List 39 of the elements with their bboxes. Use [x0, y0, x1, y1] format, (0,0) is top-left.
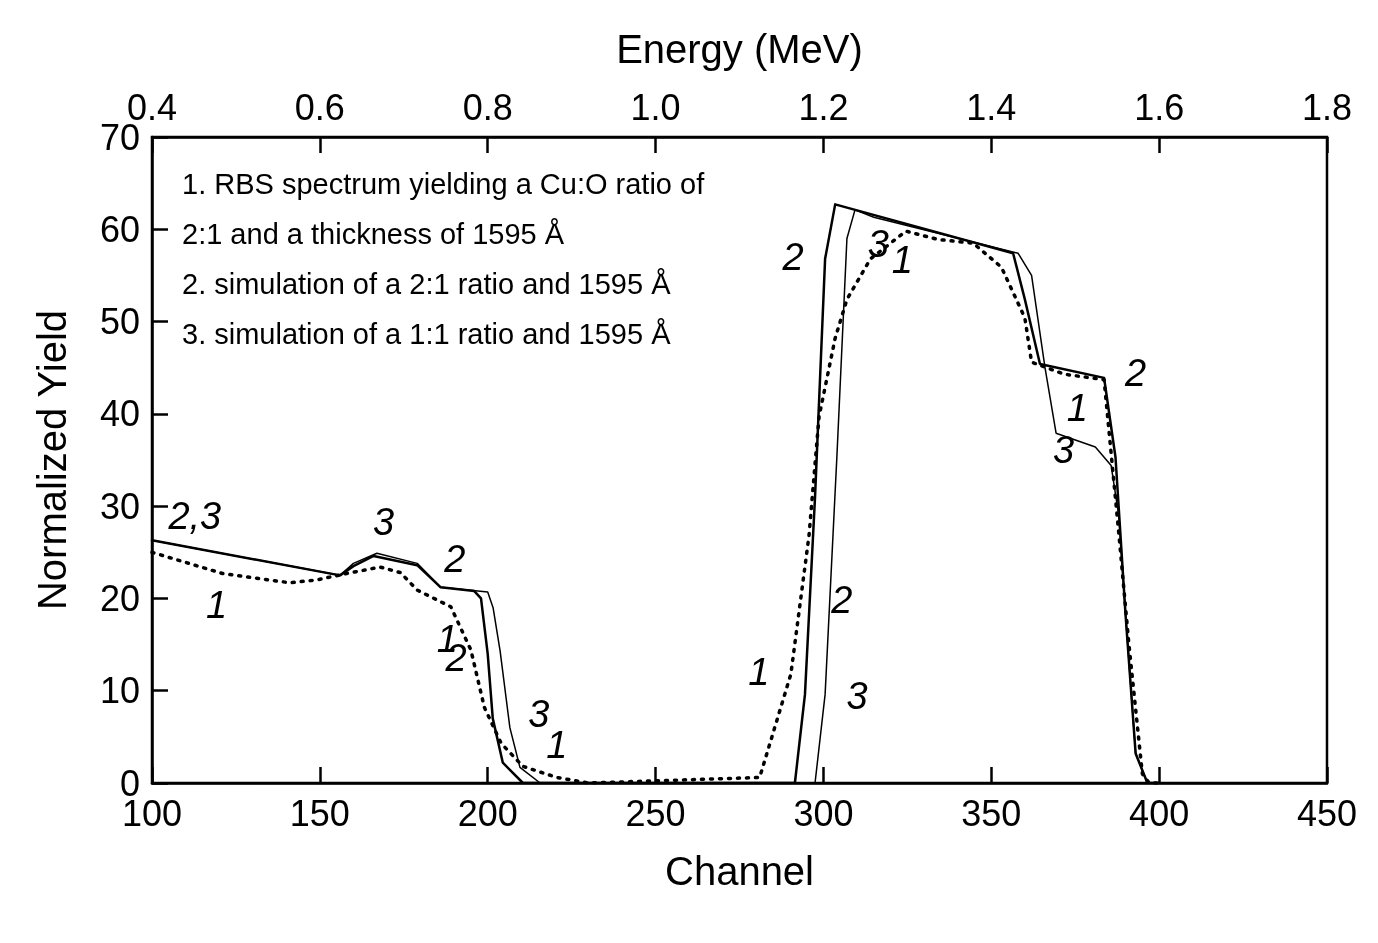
annotation: 2. simulation of a 2:1 ratio and 1595 Å — [182, 268, 672, 300]
annotation: 1 — [1066, 387, 1088, 430]
x2-tick-label: 1.0 — [630, 86, 681, 128]
x2-axis-title: Energy (MeV) — [616, 27, 863, 71]
y-tick-label: 40 — [99, 393, 140, 435]
annotation: 3 — [846, 675, 868, 718]
y-tick-label: 50 — [99, 301, 140, 343]
x2-tick-label: 1.6 — [1134, 86, 1185, 128]
annotation: 1 — [891, 239, 913, 282]
x2-tick-label: 1.4 — [966, 86, 1017, 128]
y-tick-label: 30 — [99, 485, 140, 527]
y-axis-title: Normalized Yield — [30, 309, 74, 611]
annotation: 2 — [1124, 351, 1147, 394]
x2-tick-label: 0.8 — [462, 86, 513, 128]
x-tick-label: 250 — [625, 792, 686, 834]
x2-tick-label: 1.2 — [798, 86, 849, 128]
x-tick-label: 150 — [289, 792, 350, 834]
x2-tick-label: 1.8 — [1301, 86, 1353, 128]
x2-tick-label: 0.6 — [294, 86, 345, 128]
annotation: 2 — [830, 578, 853, 621]
annotation: 2 — [443, 537, 466, 580]
annotation: 3. simulation of a 1:1 ratio and 1595 Å — [182, 318, 672, 350]
x-tick-label: 300 — [793, 792, 854, 834]
annotation: 3 — [867, 223, 889, 266]
y-tick-label: 20 — [99, 577, 140, 619]
annotation: 1. RBS spectrum yielding a Cu:O ratio of 2:1 and a thickness of 1595 Å — [182, 168, 706, 250]
annotation: 2 — [781, 236, 804, 279]
x-tick-label: 450 — [1296, 792, 1358, 834]
x-tick-label: 400 — [1129, 792, 1190, 834]
annotation: 1 — [206, 583, 228, 626]
annotation: 1 — [748, 651, 770, 694]
y-tick-label: 60 — [99, 208, 140, 250]
x-axis-title: Channel — [664, 849, 815, 893]
y-tick-label: 10 — [99, 670, 140, 712]
annotation: 2,3 — [167, 495, 222, 538]
x-tick-label: 200 — [457, 792, 518, 834]
annotation: 3 — [372, 500, 395, 543]
x-tick-label: 350 — [961, 792, 1022, 834]
annotation: 3 — [1052, 429, 1075, 472]
